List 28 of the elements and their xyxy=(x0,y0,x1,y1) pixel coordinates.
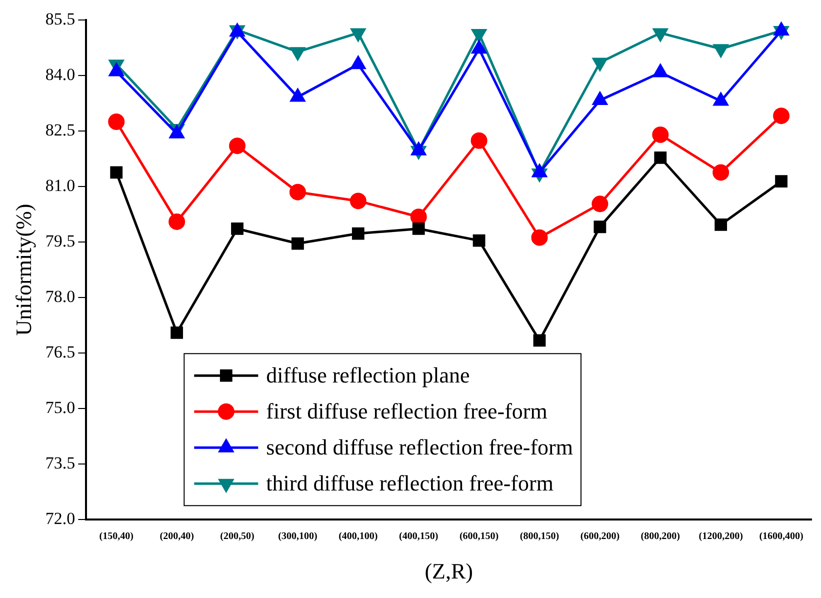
y-tick-label: 72.0 xyxy=(45,509,76,528)
x-tick-label: (600,150) xyxy=(459,531,499,542)
y-tick-label: 75.0 xyxy=(45,398,76,418)
x-tick-label: (400,150) xyxy=(399,531,438,542)
x-tick-label: (200,40) xyxy=(160,531,194,542)
legend-label: diffuse reflection plane xyxy=(266,362,470,388)
x-axis-title: (Z,R) xyxy=(424,558,473,584)
y-axis-title: Uniformity(%) xyxy=(10,204,36,336)
x-tick-label: (300,100) xyxy=(278,531,318,542)
legend-label: second diffuse reflection free-form xyxy=(266,434,573,460)
x-tick-label: (800,200) xyxy=(640,531,680,542)
x-tick-label: (800,150) xyxy=(520,531,560,542)
legend-label: third diffuse reflection free-form xyxy=(266,470,554,496)
y-tick-label: 84.0 xyxy=(45,64,76,84)
y-tick-label: 79.5 xyxy=(45,232,76,251)
x-tick-label: (600,200) xyxy=(580,531,620,542)
y-tick-label: 76.5 xyxy=(45,342,76,362)
y-tick-label: 73.5 xyxy=(45,454,76,473)
y-tick-label: 81.0 xyxy=(45,176,76,195)
x-tick-label: (1200,200) xyxy=(698,531,743,542)
y-tick-label: 85.5 xyxy=(45,9,76,28)
x-tick-label: (200,50) xyxy=(220,531,254,542)
y-tick-label: 82.5 xyxy=(45,120,76,140)
x-tick-label: (1600,400) xyxy=(759,531,804,542)
x-tick-label: (150,40) xyxy=(99,531,134,542)
legend-label: first diffuse reflection free-form xyxy=(266,398,548,424)
y-tick-label: 78.0 xyxy=(45,287,76,306)
x-tick-label: (400,100) xyxy=(338,531,378,542)
